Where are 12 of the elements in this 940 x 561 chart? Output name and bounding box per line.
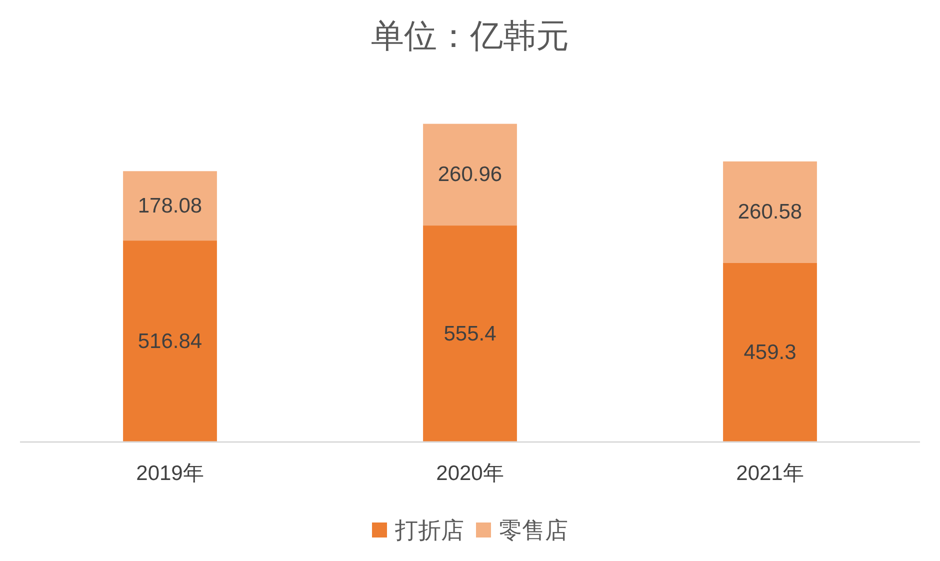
x-tick-label: 2019年 [136, 462, 204, 485]
title: 单位：亿韩元 [371, 19, 569, 55]
data-label: 555.4 [444, 322, 496, 346]
data-label: 178.08 [138, 194, 202, 218]
data-label: 516.84 [138, 330, 202, 353]
legend-label: 打折店 [395, 517, 464, 543]
data-label: 459.3 [744, 341, 796, 364]
data-label: 260.96 [438, 163, 502, 186]
x-tick-label: 2021年 [736, 462, 804, 485]
data-label: 260.58 [738, 200, 802, 224]
legend-label: 零售店 [499, 517, 568, 543]
x-tick-label: 2020年 [436, 462, 504, 485]
